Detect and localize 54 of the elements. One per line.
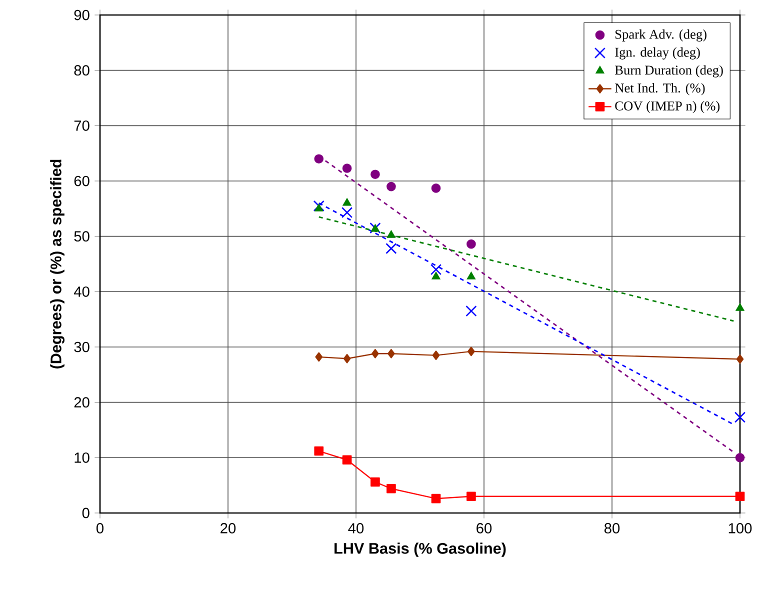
point	[432, 272, 440, 280]
point	[343, 354, 351, 364]
point	[387, 230, 396, 238]
y-tick-label: 90	[74, 10, 90, 20]
point	[430, 264, 442, 276]
point	[314, 154, 324, 164]
y-tick-label: 50	[74, 231, 90, 242]
point	[341, 206, 353, 218]
y-tick-label: 60	[74, 176, 90, 186]
x-tick-label: 0	[96, 523, 104, 534]
y-tick-label: 80	[74, 65, 90, 76]
point	[313, 200, 324, 212]
point	[388, 348, 395, 358]
y-axis-title: (Degrees) or (%) as specified	[50, 160, 64, 368]
point	[734, 412, 746, 423]
x-tick-label: 80	[604, 523, 620, 534]
point	[467, 272, 476, 280]
point	[735, 492, 745, 502]
x-tick-label: 20	[220, 523, 236, 534]
y-tick-label: 70	[74, 120, 90, 131]
point	[370, 170, 380, 180]
x-axis-title: LHV Basis (% Gasoline)	[334, 542, 506, 557]
point	[466, 492, 476, 502]
point	[432, 350, 440, 360]
point	[431, 184, 441, 193]
point	[386, 242, 397, 254]
point	[431, 494, 441, 504]
point	[370, 477, 380, 487]
y-tick-label: 0	[82, 508, 90, 518]
point	[314, 204, 324, 212]
x-tick-label: 60	[476, 523, 492, 534]
x-tick-label: 100	[728, 523, 752, 534]
legend-label: Net Ind. Th. (%)	[614, 83, 705, 96]
point	[386, 484, 396, 494]
y-tick-label: 40	[74, 286, 90, 297]
point	[386, 182, 396, 192]
point	[468, 346, 475, 356]
point	[342, 198, 352, 206]
legend-label: Ign. delay (deg)	[615, 47, 700, 60]
point	[466, 305, 477, 317]
x-tick-label: 40	[348, 523, 364, 534]
legend-label: Spark Adv. (deg)	[616, 29, 706, 42]
legend-label: Burn Duration (deg)	[614, 65, 723, 78]
point	[315, 352, 323, 362]
y-tick-label: 10	[74, 452, 90, 463]
legend-label: COV (IMEP n) (%)	[615, 101, 720, 114]
y-tick-label: 20	[74, 397, 90, 408]
y-tick-label: 30	[74, 342, 90, 352]
point	[736, 354, 744, 364]
point	[342, 455, 352, 465]
point	[314, 446, 324, 456]
point	[466, 239, 476, 249]
point	[372, 348, 379, 358]
point	[342, 164, 352, 173]
